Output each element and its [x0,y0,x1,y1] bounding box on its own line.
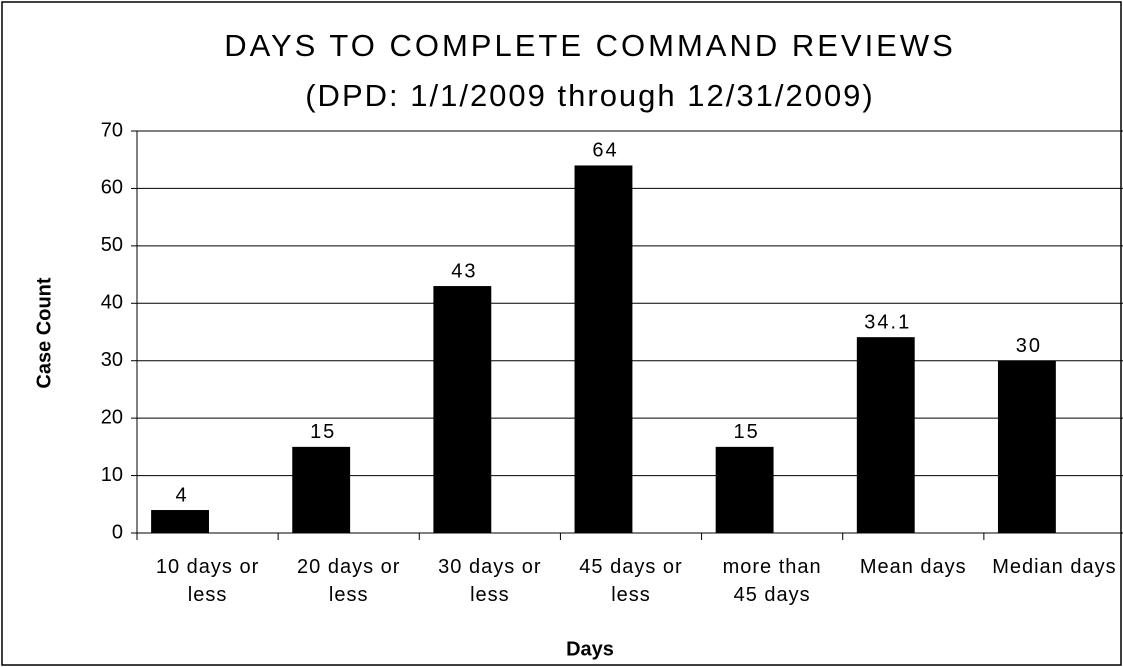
x-tick-label: more than 45 days [722,556,822,606]
bar [433,286,492,533]
x-axis-label: Days [566,638,614,660]
value-label: 4 [175,484,188,506]
y-tick-label: 40 [101,292,123,314]
y-tick-label: 30 [101,349,123,371]
bar [856,337,915,533]
value-label: 15 [310,421,336,443]
bar [715,446,774,533]
chart-subtitle: (DPD: 1/1/2009 through 12/31/2009) [305,78,875,113]
x-tick-label: 45 days or less [579,556,683,606]
y-tick-label: 50 [101,234,123,256]
x-tick-label: 20 days or less [297,556,401,606]
bar [292,446,351,533]
x-tick-label: Mean days [859,556,967,578]
value-label: 43 [451,260,477,282]
x-tick-label: Median days [992,556,1117,578]
value-label: 30 [1016,335,1042,357]
y-tick-label: 0 [112,521,123,543]
x-tick-label: 10 days or less [155,556,260,606]
y-tick-label: 20 [101,406,123,428]
x-tick-label: 30 days or less [438,556,542,606]
bar [151,510,209,533]
value-label: 34.1 [864,311,911,333]
chart-title: DAYS TO COMPLETE COMMAND REVIEWS [224,28,956,63]
bar [997,360,1056,533]
value-label: 64 [592,140,618,162]
value-label: 15 [733,421,759,443]
y-tick-label: 60 [101,177,123,199]
y-tick-label: 10 [101,464,123,486]
bar [574,165,633,533]
y-tick-label: 70 [101,119,123,141]
y-axis-label: Case Count [33,277,55,388]
